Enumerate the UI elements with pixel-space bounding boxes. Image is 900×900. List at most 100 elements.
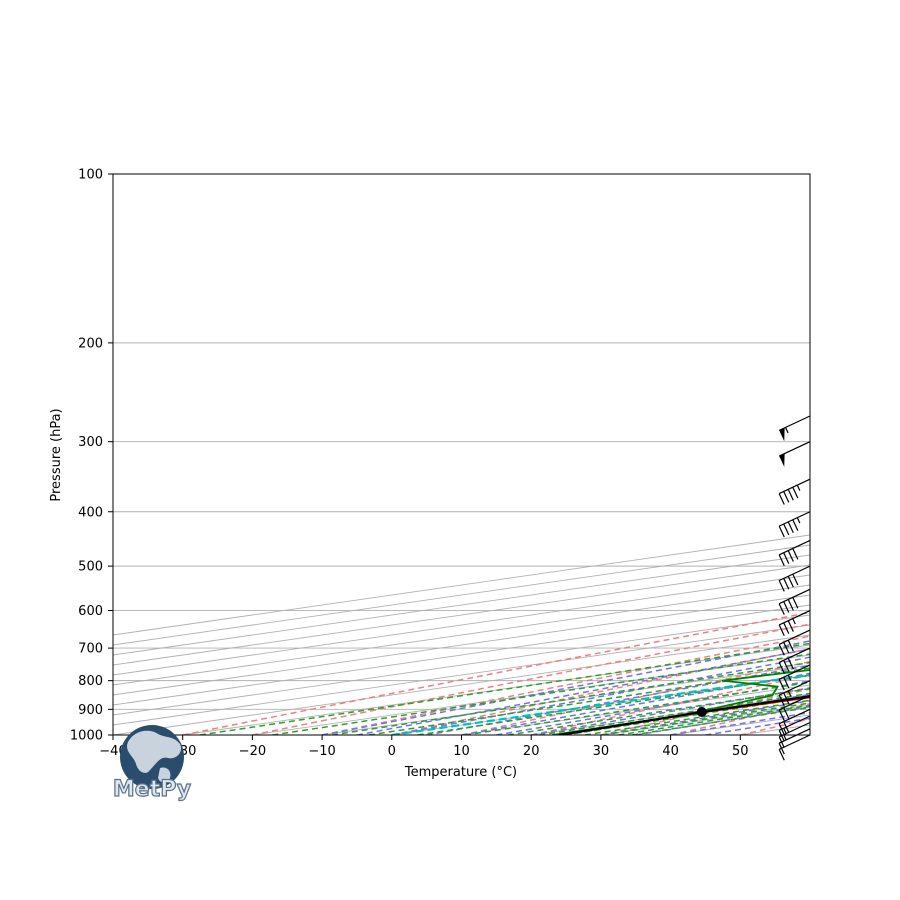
wind-barb-half	[796, 517, 801, 524]
wind-barb-full	[778, 749, 785, 761]
dry-adiabat	[670, 702, 810, 735]
mixing-ratio-line	[563, 696, 810, 735]
isotherm-line	[113, 584, 810, 686]
dry-adiabat	[321, 635, 810, 735]
moist-adiabat	[356, 648, 810, 735]
moist-adiabat	[565, 693, 810, 735]
wind-barb	[778, 694, 811, 721]
wind-barb-staff	[778, 680, 811, 696]
wind-barb-staff	[778, 588, 811, 605]
wind-barb-full	[778, 644, 785, 656]
wind-barb-full	[778, 603, 785, 615]
wind-barb	[778, 715, 811, 742]
isotherm-line	[113, 624, 810, 726]
wind-barb-full	[783, 523, 790, 536]
dry-adiabat	[880, 174, 900, 735]
x-tick-label: 10	[453, 744, 470, 759]
x-tick-label: 0	[388, 744, 396, 759]
wind-barb-full	[778, 493, 785, 505]
x-tick-label: 30	[593, 744, 610, 759]
wind-barb-full	[787, 639, 794, 652]
mixing-ratio-line	[584, 699, 810, 735]
wind-barb-full	[792, 573, 799, 586]
isotherm-line	[531, 694, 810, 735]
isotherm-line	[391, 674, 810, 735]
wind-barb-full	[792, 519, 799, 531]
wind-barb-full	[778, 662, 785, 674]
y-tick-label: 700	[78, 642, 103, 657]
moist-adiabat	[600, 699, 810, 735]
wind-barb	[778, 539, 811, 566]
wind-barb-flag	[779, 427, 785, 442]
wind-barb-full	[783, 676, 790, 689]
wind-barb-full	[778, 723, 785, 735]
mixing-ratio-line	[464, 681, 810, 735]
wind-barb-full	[778, 624, 785, 637]
wind-barb-full	[783, 552, 790, 564]
wind-barb-full	[783, 692, 790, 705]
wind-barb-full	[778, 525, 785, 538]
wind-barb-full	[778, 742, 785, 755]
wind-barb	[778, 664, 811, 691]
mixing-ratio-line	[199, 642, 810, 735]
moist-adiabat	[321, 640, 810, 735]
wind-barb-full	[792, 597, 799, 609]
logo-text: MetPy	[113, 777, 191, 802]
grid-lines	[113, 174, 810, 735]
metpy-logo: MetPy	[112, 725, 192, 803]
dewpoint-line	[551, 669, 810, 735]
zero-isotherm	[391, 673, 810, 735]
wind-barb	[778, 609, 811, 637]
wind-barb-full	[787, 521, 794, 534]
y-tick-label: 600	[78, 604, 103, 619]
wind-barb-staff	[778, 664, 811, 680]
isotherm-line	[600, 704, 810, 735]
y-axis-label: Pressure (hPa)	[49, 408, 64, 501]
wind-barb-staff	[778, 647, 811, 664]
wind-barb-full	[783, 721, 790, 733]
wind-barb-full	[778, 736, 785, 749]
plot-frame	[112, 173, 811, 736]
wind-barb-full	[787, 657, 794, 670]
isotherm-line	[182, 644, 810, 735]
wind-barb-full	[792, 548, 799, 560]
y-tick-label: 300	[78, 435, 103, 450]
wind-barb	[778, 680, 811, 707]
mixing-ratio-line	[602, 702, 810, 735]
x-tick-label: −10	[308, 744, 335, 759]
wind-barbs	[778, 415, 811, 761]
wind-barb-half	[787, 674, 792, 681]
dry-adiabat	[809, 734, 810, 735]
wind-barb-half	[787, 690, 792, 697]
wind-barb-flag	[779, 453, 785, 467]
dry-adiabat	[391, 647, 810, 735]
lcl-marker	[696, 707, 707, 718]
wind-barb-full	[783, 707, 790, 719]
wind-barb	[778, 441, 811, 467]
wind-barb-full	[778, 679, 785, 691]
y-tick-label: 900	[78, 703, 103, 718]
wind-barb-half	[783, 734, 787, 741]
parcel-profile-line	[558, 695, 810, 735]
isotherm-line	[113, 604, 810, 706]
wind-barb-half	[783, 728, 787, 734]
moist-adiabat	[426, 664, 810, 735]
y-tick-label: 400	[78, 505, 103, 520]
x-tick-label: 40	[662, 744, 679, 759]
wind-barb-staff	[778, 511, 811, 527]
mixing-ratio-line	[539, 692, 810, 735]
moist-adiabat	[461, 672, 810, 735]
axes: −40−30−20−100102030405010009008007006005…	[70, 168, 749, 760]
wind-barb	[778, 415, 811, 442]
mixing-ratio-line	[368, 667, 810, 735]
wind-barb	[778, 629, 811, 656]
wind-barb-half	[796, 484, 801, 491]
wind-barb	[778, 647, 811, 674]
wind-barb-full	[787, 599, 794, 611]
wind-barb-full	[787, 489, 794, 501]
mixing-ratio-line	[272, 653, 810, 735]
wind-barb-half	[784, 427, 789, 434]
wind-barb-full	[783, 601, 790, 613]
dry-adiabat	[600, 688, 810, 735]
isotherm-line	[113, 614, 810, 716]
